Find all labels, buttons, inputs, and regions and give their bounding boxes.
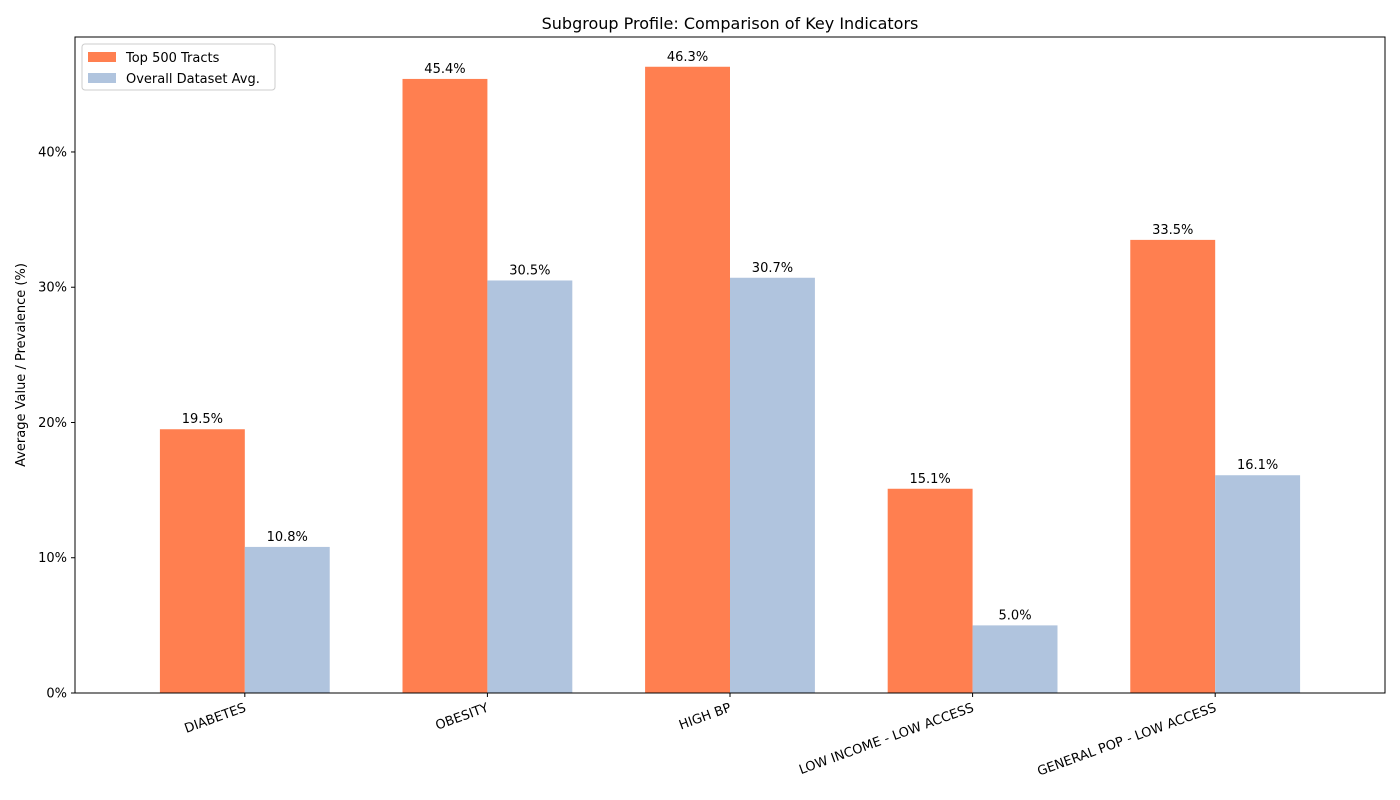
x-tick-label: DIABETES [183,701,249,737]
data-label: 45.4% [424,62,465,77]
x-tick-label: OBESITY [434,701,491,734]
bar-overall-avg-0 [244,546,330,693]
data-label: 5.0% [999,608,1032,623]
data-label: 16.1% [1237,458,1278,473]
data-label: 33.5% [1152,223,1193,238]
y-axis-label: Average Value / Prevalence (%) [14,263,29,467]
bar-top-500-1 [402,78,488,694]
data-label: 10.8% [267,530,308,545]
x-tick-label: LOW INCOME - LOW ACCESS [797,701,976,778]
data-label: 46.3% [667,50,708,65]
data-label: 15.1% [909,472,950,487]
legend-swatch [88,52,116,62]
legend-label: Overall Dataset Avg. [126,72,260,87]
legend-label: Top 500 Tracts [125,51,220,66]
chart-title: Subgroup Profile: Comparison of Key Indi… [542,14,919,33]
bar-top-500-2 [645,66,730,693]
data-label: 19.5% [182,412,223,427]
y-tick-label: 0% [46,687,67,702]
plot-area: 19.5% 45.4% 46.3% 15.1% 33.5% 10.8% 30.5% 30.7%… [159,50,1301,694]
bar-top-500-0 [159,429,245,693]
legend: Top 500 Tracts Overall Dataset Avg. [81,43,276,91]
y-tick-label: 30% [38,281,67,296]
y-tick-label: 20% [38,416,67,431]
data-label: 30.7% [752,261,793,276]
x-tick-label: GENERAL POP - LOW ACCESS [1035,701,1218,780]
data-label: 30.5% [509,263,550,278]
bar-overall-avg-3 [972,625,1058,693]
bar-overall-avg-1 [487,280,573,693]
y-tick-label: 40% [38,145,67,160]
bar-top-500-3 [887,488,973,693]
bar-top-500-4 [1130,239,1216,693]
bar-overall-avg-2 [730,277,815,693]
legend-box [81,43,276,91]
x-tick-label: HIGH BP [677,701,733,734]
y-tick-label: 10% [38,551,67,566]
legend-swatch [88,73,116,83]
bar-overall-avg-4 [1215,475,1301,693]
